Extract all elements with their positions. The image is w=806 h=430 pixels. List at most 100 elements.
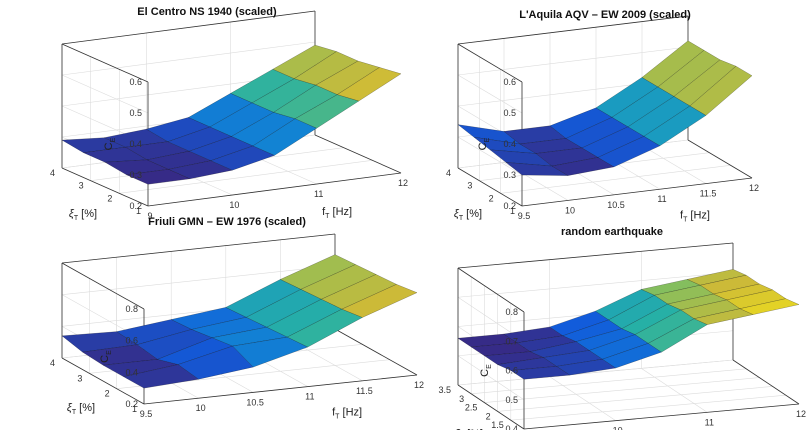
gridline-y <box>457 359 734 386</box>
y-tick-label: 2 <box>105 389 110 399</box>
z-tick-label: 0.5 <box>505 395 518 405</box>
y-axis-label: ξT [%] <box>454 208 482 222</box>
y-tick-label: 2 <box>107 193 112 203</box>
x-axis-label-sub: T <box>335 414 340 421</box>
x-axis <box>521 177 753 207</box>
x-tick-label: 9 <box>147 211 152 221</box>
y-tick-label: 3.5 <box>438 385 451 395</box>
gridline-y <box>500 165 731 194</box>
chart-title: El Centro NS 1940 (scaled) <box>137 6 277 18</box>
surface-cell <box>689 65 753 116</box>
gridline-z <box>61 74 149 114</box>
z-axis-label-sub: E <box>484 137 491 142</box>
x-tick-label: 12 <box>398 178 408 188</box>
z-tick-label: 0.3 <box>129 170 142 180</box>
x-axis <box>147 172 402 207</box>
z-tick-label: 0.4 <box>505 424 518 430</box>
top-left-edge <box>457 43 523 83</box>
x-axis-label-sub: T <box>325 213 330 220</box>
y-axis-label: ξT [%] <box>69 208 97 222</box>
y-tick-label: 3 <box>459 394 464 404</box>
y-axis <box>457 167 523 207</box>
y-axis-label-unit: [%] <box>78 208 97 220</box>
x-axis-label-unit: [Hz] <box>339 407 362 419</box>
y-axis-label-unit: [%] <box>76 402 95 414</box>
gridline-z <box>61 41 316 76</box>
gridline-x <box>641 368 708 413</box>
x-tick-label: 11 <box>657 194 666 204</box>
y-tick-label: 4 <box>50 168 55 178</box>
gridline-x <box>641 145 707 184</box>
y-axis-label-main: ξ <box>454 208 460 220</box>
gridline-y <box>510 394 786 421</box>
y-axis-label-main: ξ <box>67 402 73 414</box>
x-tick-label: 12 <box>414 380 424 390</box>
surface-plot-2: 0.20.30.40.50.69.51010.51111.5121234CEfT… <box>446 9 759 223</box>
top-back-edge <box>457 242 734 269</box>
y-axis-label-main: ξ <box>455 428 461 430</box>
gridline-y <box>471 368 747 395</box>
floor-right-edge <box>314 134 402 174</box>
top-back-edge <box>61 233 336 264</box>
x-axis-label-unit: [Hz] <box>329 206 352 218</box>
y-tick-label: 3 <box>77 373 82 383</box>
y-tick-label: 1 <box>510 206 515 216</box>
z-tick-label: 0.4 <box>129 139 142 149</box>
z-tick-label: 0.8 <box>505 307 518 317</box>
z-axis-label-sub: E <box>106 350 113 355</box>
x-tick-label: 9.5 <box>140 409 153 419</box>
y-axis-label-sub: T <box>459 215 464 222</box>
x-tick-label: 11 <box>705 417 714 427</box>
x-axis-label-main: f <box>332 407 336 419</box>
y-axis-label: ξT [%] <box>67 402 95 416</box>
x-tick-label: 11.5 <box>700 189 717 199</box>
x-axis-label-sub: T <box>683 216 688 223</box>
y-tick-label: 4 <box>50 358 55 368</box>
y-tick-label: 4 <box>446 168 451 178</box>
z-tick-label: 0.2 <box>503 201 516 211</box>
y-tick-label: 3 <box>79 181 84 191</box>
z-tick-label: 0.7 <box>505 336 518 346</box>
x-tick-label: 10 <box>229 200 239 210</box>
y-axis <box>61 167 149 207</box>
y-tick-label: 1 <box>132 404 137 414</box>
y-axis-label-sub: T <box>74 215 79 222</box>
surface-cell <box>336 67 402 102</box>
z-tick-label: 0.2 <box>129 201 142 211</box>
gridline-y <box>119 160 373 194</box>
surface-cell <box>341 284 418 318</box>
z-tick-label: 0.6 <box>129 77 142 87</box>
x-axis-label-main: f <box>680 209 684 221</box>
y-axis <box>457 384 525 430</box>
x-tick-label: 10 <box>613 426 623 430</box>
x-tick-label: 12 <box>796 409 806 419</box>
z-tick-label: 0.6 <box>503 77 516 87</box>
x-tick-label: 11 <box>305 392 314 402</box>
x-axis-label: fT [Hz] <box>322 206 352 220</box>
gridline-z <box>457 355 525 400</box>
top-left-edge <box>457 267 525 313</box>
top-back-edge <box>457 15 689 45</box>
y-tick-label: 2.5 <box>465 403 478 413</box>
top-left-edge <box>61 43 149 83</box>
chart-title: random earthquake <box>561 226 663 238</box>
y-tick-label: 3 <box>467 181 472 191</box>
z-axis-label: CE <box>479 364 493 377</box>
x-axis-label: fT [Hz] <box>332 407 362 421</box>
x-axis <box>523 403 800 430</box>
y-axis-label-sub: T <box>72 409 77 416</box>
x-axis-label-main: f <box>322 206 326 218</box>
floor-right-edge <box>334 328 418 376</box>
floor-right-edge <box>687 139 753 179</box>
surface-plot-4: 0.40.50.60.70.8910111211.522.533.5CEfT [… <box>438 226 806 430</box>
x-tick-label: 10 <box>196 403 206 413</box>
x-tick-label: 10.5 <box>607 200 625 210</box>
x-tick-label: 10 <box>565 205 575 215</box>
z-axis-label-sub: E <box>486 364 493 369</box>
gridline-z <box>61 265 336 295</box>
gridline-x <box>549 376 616 421</box>
top-left-edge <box>61 262 145 310</box>
z-tick-label: 0.6 <box>505 366 518 376</box>
x-tick-label: 11.5 <box>356 386 373 396</box>
